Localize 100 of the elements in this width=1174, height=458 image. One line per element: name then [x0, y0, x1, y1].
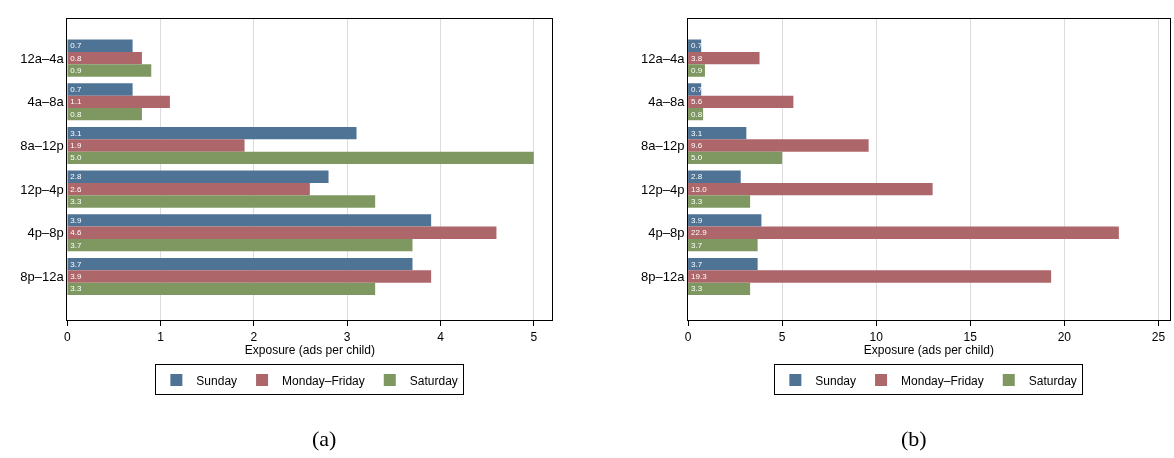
data-label: 0.9	[691, 66, 703, 76]
bar	[688, 238, 758, 252]
y-tick-label: 12a–4a	[20, 50, 65, 66]
x-tick-label: 4	[437, 329, 445, 344]
data-label: 0.8	[691, 109, 703, 119]
legend-label: Saturday	[1028, 373, 1077, 388]
x-tick-label: 0	[684, 329, 692, 344]
data-label: 0.9	[70, 66, 82, 76]
bar	[688, 170, 741, 183]
bar	[67, 170, 329, 183]
legend-label: Monday–Friday	[901, 373, 984, 388]
data-label: 2.8	[691, 172, 703, 182]
y-tick-label: 4p–8p	[648, 225, 685, 241]
bar	[67, 238, 413, 252]
bar	[688, 214, 762, 227]
data-label: 3.3	[691, 284, 703, 294]
bar	[688, 226, 1119, 239]
legend-label: Sunday	[815, 373, 857, 388]
bar	[688, 270, 1052, 283]
data-label: 4.6	[70, 228, 82, 238]
data-label: 3.8	[691, 53, 703, 63]
y-tick-label: 12p–4p	[20, 181, 64, 197]
x-tick-label: 5	[530, 329, 538, 344]
data-label: 3.1	[70, 128, 82, 138]
bar	[67, 226, 497, 239]
data-label: 3.7	[70, 259, 82, 269]
x-tick-label: 1	[157, 329, 165, 344]
bar	[688, 126, 747, 140]
data-label: 3.3	[691, 196, 703, 206]
y-tick-label: 8p–12a	[20, 268, 65, 284]
data-label: 0.8	[70, 109, 82, 119]
y-tick-label: 12p–4p	[641, 181, 685, 197]
bar	[67, 39, 133, 52]
data-label: 0.7	[70, 41, 82, 51]
bar	[67, 257, 413, 271]
bar	[67, 126, 357, 140]
data-label: 0.7	[70, 84, 82, 94]
data-label: 3.7	[691, 259, 703, 269]
data-label: 9.6	[691, 140, 703, 150]
bar	[688, 282, 751, 295]
x-tick-label: 15	[963, 329, 978, 344]
data-label: 3.9	[70, 215, 82, 225]
bar	[67, 64, 152, 77]
data-label: 3.3	[70, 196, 82, 206]
text: (b)	[901, 426, 927, 451]
y-tick-label: 12a–4a	[641, 50, 686, 66]
data-label: 5.0	[70, 153, 82, 163]
bar	[67, 83, 133, 96]
legend-label: Monday–Friday	[282, 373, 365, 388]
bar	[67, 151, 534, 165]
y-tick-label: 4a–8a	[648, 94, 686, 110]
text: (a)	[312, 426, 337, 451]
x-tick-label: 0	[63, 329, 71, 344]
data-label: 5.6	[691, 97, 703, 107]
x-tick-label: 10	[869, 329, 884, 344]
data-label: 2.8	[70, 172, 82, 182]
bar	[67, 282, 376, 295]
bar	[67, 182, 310, 196]
data-label: 19.3	[691, 271, 708, 281]
x-tick-label: 5	[778, 329, 786, 344]
bar	[67, 195, 376, 208]
legend-label: Sunday	[196, 373, 238, 388]
data-label: 3.7	[70, 240, 82, 250]
bar	[688, 139, 869, 152]
data-label: 3.7	[691, 240, 703, 250]
x-tick-label: 3	[343, 329, 351, 344]
data-label: 5.0	[691, 153, 703, 163]
x-tick-label: 25	[1151, 329, 1166, 344]
data-label: 13.0	[691, 184, 708, 194]
data-label: 3.9	[70, 271, 82, 281]
bar	[67, 108, 142, 121]
data-label: 3.9	[691, 215, 703, 225]
y-tick-label: 8a–12p	[20, 138, 64, 154]
data-label: 1.1	[70, 97, 82, 107]
bar	[67, 95, 170, 108]
bar	[67, 51, 142, 65]
x-axis-title: Exposure (ads per child)	[244, 343, 375, 358]
bar	[67, 214, 432, 227]
y-tick-label: 4p–8p	[27, 225, 64, 241]
y-tick-label: 4a–8a	[27, 94, 65, 110]
x-axis-title: Exposure (ads per child)	[863, 343, 994, 358]
y-tick-label: 8p–12a	[641, 268, 686, 284]
bar	[688, 195, 751, 208]
bar	[688, 51, 760, 65]
data-label: 1.9	[70, 140, 82, 150]
bar	[67, 139, 245, 152]
data-label: 0.8	[70, 53, 82, 63]
data-label: 22.9	[691, 228, 708, 238]
x-tick-label: 2	[250, 329, 258, 344]
bar	[688, 182, 933, 196]
y-tick-label: 8a–12p	[641, 138, 685, 154]
bar	[688, 151, 783, 165]
data-label: 2.6	[70, 184, 82, 194]
bar	[688, 95, 794, 108]
bar	[67, 270, 432, 283]
bar	[688, 257, 758, 271]
data-label: 3.3	[70, 284, 82, 294]
legend-label: Saturday	[409, 373, 458, 388]
data-label: 3.1	[691, 128, 703, 138]
x-tick-label: 20	[1057, 329, 1072, 344]
